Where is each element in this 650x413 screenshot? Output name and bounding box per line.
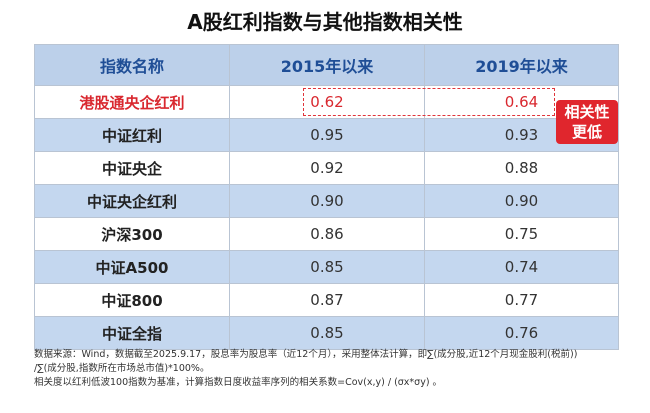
- index-name: 沪深300: [34, 217, 230, 251]
- corr-2019: 0.74: [424, 250, 619, 284]
- footnote-line-3: 相关度以红利低波100指数为基准，计算指数日度收益率序列的相关系数=Cov(x,…: [34, 377, 443, 388]
- callout-badge: 相关性 更低: [556, 100, 618, 144]
- corr-2015: 0.90: [229, 184, 425, 218]
- footnotes: 数据来源：Wind，数据截至2025.9.17，股息率为股息率（近12个月），采…: [34, 348, 624, 390]
- callout-line-1: 相关性: [564, 103, 610, 121]
- table-row: 中证全指 0.85 0.76: [34, 316, 619, 350]
- page-title: A股红利指数与其他指数相关性: [187, 10, 463, 34]
- index-name: 港股通央企红利: [34, 85, 230, 119]
- table-row: 沪深300 0.86 0.75: [34, 217, 619, 251]
- index-name: 中证红利: [34, 118, 230, 152]
- corr-2015: 0.86: [229, 217, 425, 251]
- index-name: 中证A500: [34, 250, 230, 284]
- index-name: 中证央企: [34, 151, 230, 185]
- corr-2015: 0.85: [229, 316, 425, 350]
- corr-2015: 0.85: [229, 250, 425, 284]
- table-row: 港股通央企红利 0.62 0.64: [34, 85, 619, 119]
- column-header-2019: 2019年以来: [424, 44, 619, 86]
- table-row: 中证央企 0.92 0.88: [34, 151, 619, 185]
- table-row: 中证A500 0.85 0.74: [34, 250, 619, 284]
- table-row: 中证央企红利 0.90 0.90: [34, 184, 619, 218]
- corr-2015: 0.62: [229, 85, 425, 119]
- highlight-dashed-box: [303, 88, 555, 116]
- table-row: 中证800 0.87 0.77: [34, 283, 619, 317]
- corr-2015: 0.95: [229, 118, 425, 152]
- table-row: 中证红利 0.95 0.93: [34, 118, 619, 152]
- corr-2019: 0.75: [424, 217, 619, 251]
- column-header-name: 指数名称: [34, 44, 230, 86]
- index-name: 中证央企红利: [34, 184, 230, 218]
- index-name: 中证800: [34, 283, 230, 317]
- index-name: 中证全指: [34, 316, 230, 350]
- column-header-2015: 2015年以来: [229, 44, 425, 86]
- corr-2015: 0.87: [229, 283, 425, 317]
- table-header-row: 指数名称 2015年以来 2019年以来: [34, 44, 619, 86]
- corr-2019: 0.90: [424, 184, 619, 218]
- footnote-line-1: 数据来源：Wind，数据截至2025.9.17，股息率为股息率（近12个月），采…: [34, 349, 578, 360]
- corr-2019: 0.77: [424, 283, 619, 317]
- corr-2015: 0.92: [229, 151, 425, 185]
- corr-2019: 0.76: [424, 316, 619, 350]
- footnote-line-2: /∑(成分股,指数所在市场总市值)*100%。: [34, 363, 210, 374]
- callout-line-2: 更低: [571, 123, 602, 141]
- corr-2019: 0.88: [424, 151, 619, 185]
